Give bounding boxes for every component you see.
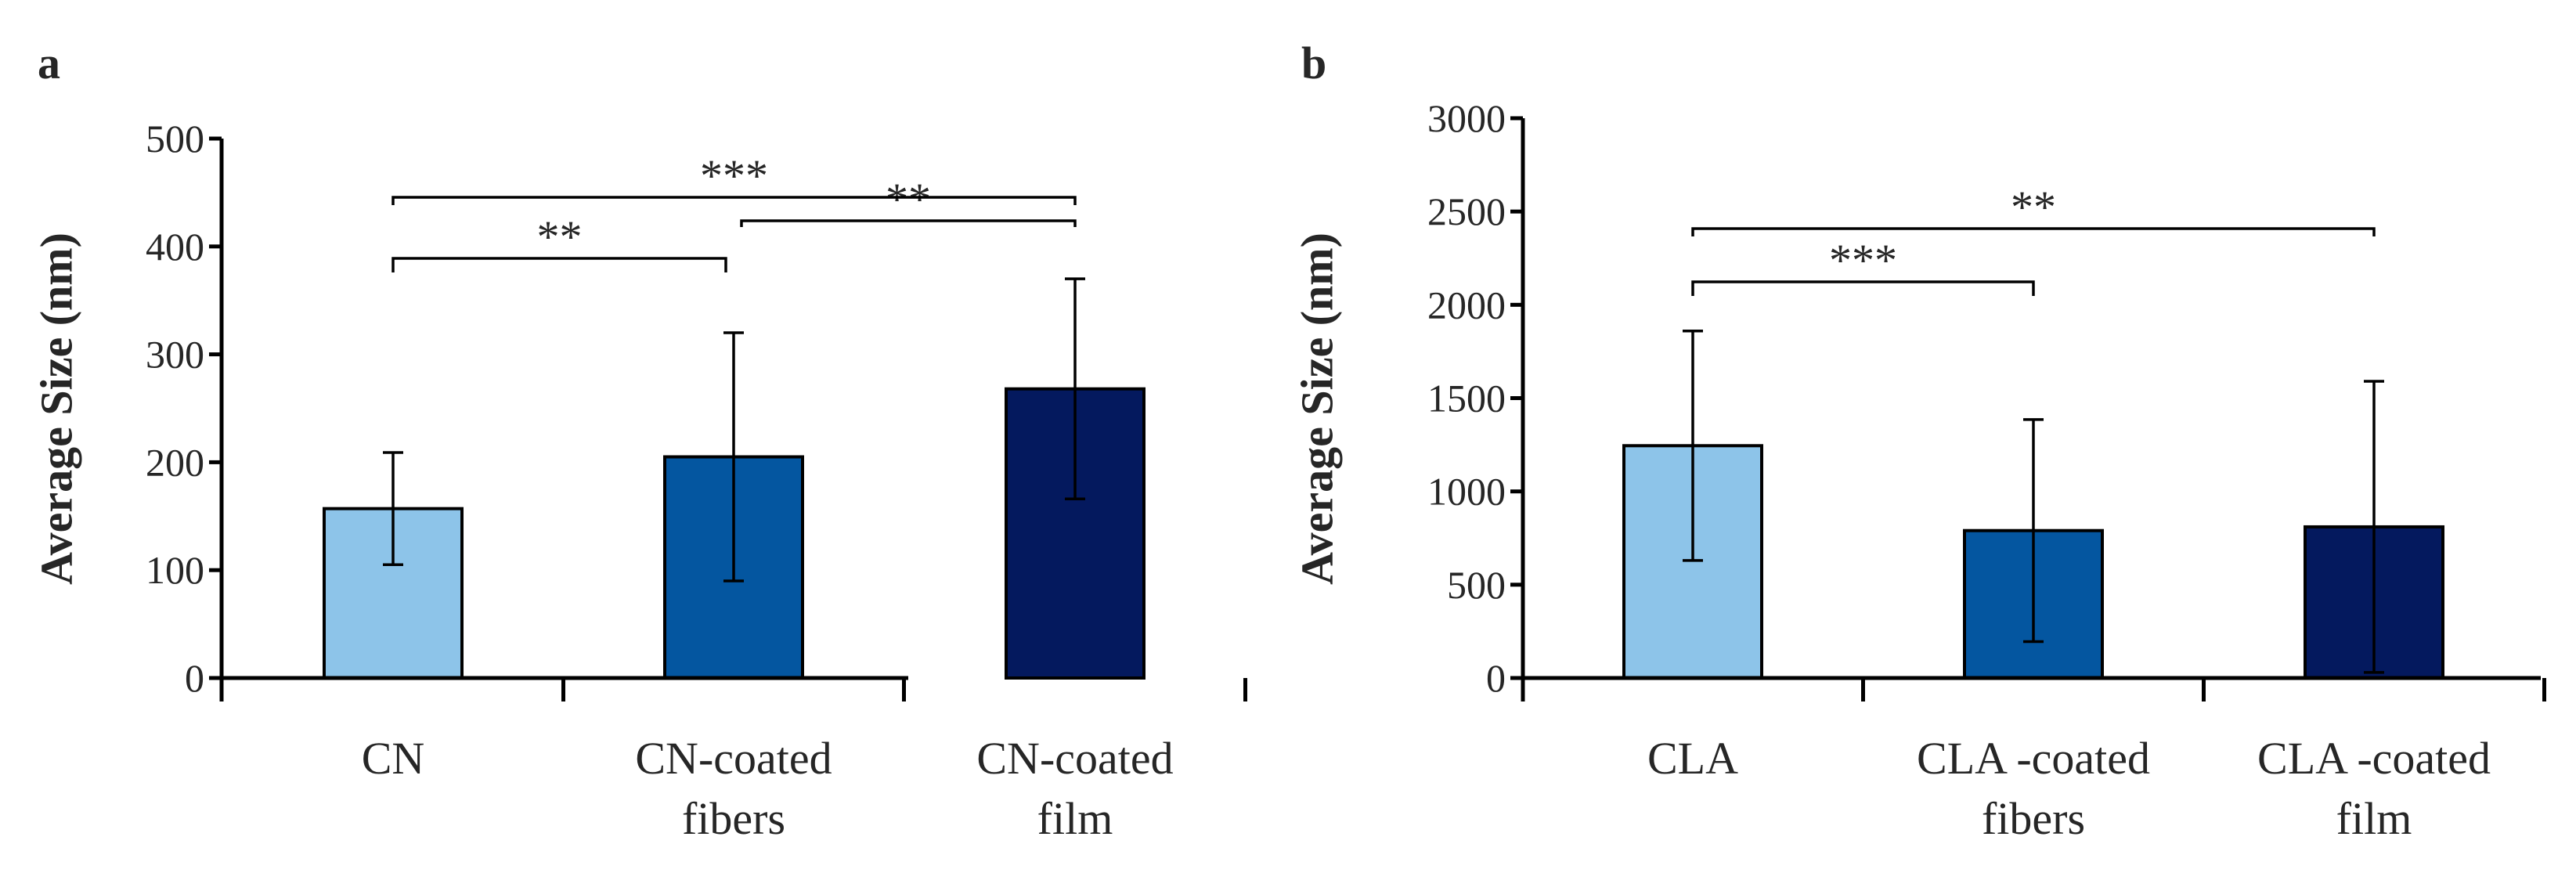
y-tick-label: 1500 [1427, 377, 1506, 420]
x-tick-label: CLA -coated [2257, 733, 2491, 784]
y-tick-label: 0 [185, 656, 204, 700]
panel-label: a [38, 38, 60, 88]
x-tick-label: film [2336, 793, 2412, 844]
y-tick-label: 100 [146, 548, 204, 592]
x-tick-label: fibers [682, 793, 785, 844]
error-bar [2364, 380, 2384, 674]
error-bar [383, 451, 403, 567]
y-tick-label: 400 [146, 225, 204, 269]
chart-panel-b: b Average Size (nm) 0 500 1000 1500 2000 2500 30… [1292, 38, 2546, 844]
significance-label: *** [1829, 235, 1897, 286]
y-tick-label: 500 [146, 117, 204, 160]
y-tick-label: 300 [146, 333, 204, 377]
x-tick-label: CN-coated [635, 733, 832, 784]
significance-label: ** [886, 174, 931, 225]
x-tick-label: CLA [1647, 733, 1738, 784]
y-axis-title: Average Size (nm) [31, 233, 82, 585]
y-axis-title: Average Size (nm) [1292, 233, 1343, 585]
y-tick-label: 1000 [1427, 470, 1506, 514]
error-bar [2023, 418, 2044, 644]
error-bar [1065, 277, 1085, 501]
panel-label: b [1301, 38, 1326, 88]
y-tick-label: 200 [146, 440, 204, 484]
x-tick-label: CLA -coated [1917, 733, 2150, 784]
x-tick-label: CN [362, 733, 425, 784]
chart-panel-a: a Average Size (nm) 0 100 200 300 400 500 CN CN-c… [31, 38, 1247, 844]
significance-bracket [1691, 227, 2376, 236]
significance-bracket [1691, 280, 2035, 296]
significance-bracket [740, 219, 1077, 227]
x-tick-label: film [1037, 793, 1113, 844]
error-bar [723, 331, 744, 582]
y-tick-label: 500 [1447, 563, 1506, 607]
error-bar [1683, 329, 1703, 562]
x-tick-label: CN-coated [976, 733, 1173, 784]
y-tick-label: 3000 [1427, 96, 1506, 140]
y-tick-label: 2500 [1427, 189, 1506, 233]
y-tick-label: 0 [1486, 656, 1506, 700]
x-tick-label: fibers [1982, 793, 2085, 844]
significance-bracket [391, 257, 727, 272]
significance-label: ** [537, 211, 583, 262]
y-tick-label: 2000 [1427, 283, 1506, 326]
significance-bracket [391, 196, 1077, 205]
significance-label: *** [700, 150, 768, 201]
significance-label: ** [2011, 182, 2056, 233]
